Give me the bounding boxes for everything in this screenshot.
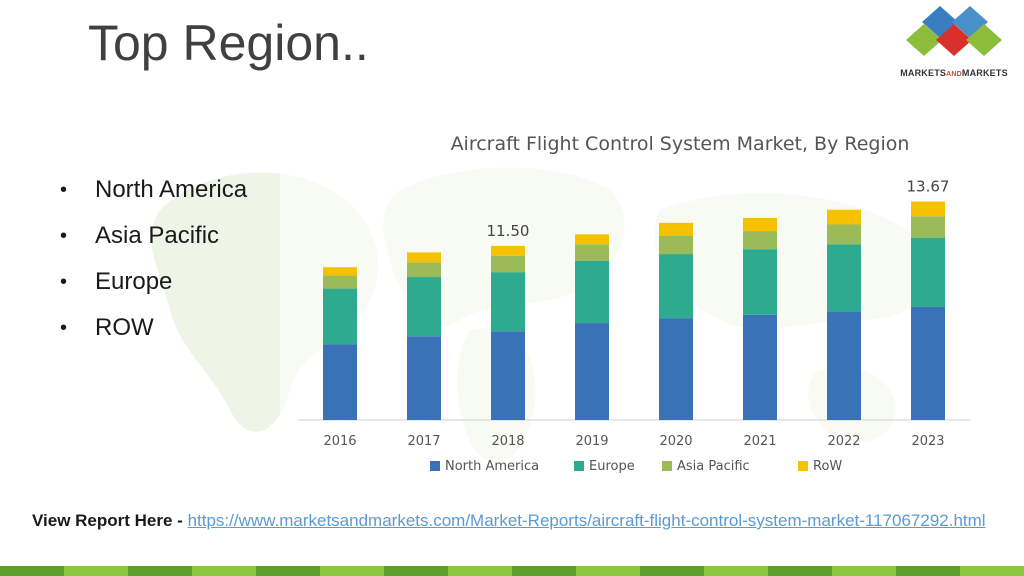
stripe-segment bbox=[320, 566, 384, 576]
bar-segment bbox=[743, 314, 777, 420]
bullet-dot-icon: • bbox=[60, 225, 68, 247]
stripe-segment bbox=[576, 566, 640, 576]
bar-segment bbox=[827, 311, 861, 420]
bar-segment bbox=[407, 262, 441, 278]
x-tick-label: 2018 bbox=[491, 434, 524, 449]
data-label: 11.50 bbox=[487, 222, 530, 240]
bar-segment bbox=[911, 201, 945, 217]
bar-segment bbox=[407, 277, 441, 337]
legend-label: RoW bbox=[813, 459, 842, 474]
logo-diamonds-icon bbox=[906, 6, 1002, 56]
stripe-segment bbox=[512, 566, 576, 576]
bullet-dot-icon: • bbox=[60, 271, 68, 293]
bullet-item: • Europe bbox=[60, 262, 247, 308]
bar-segment bbox=[407, 252, 441, 263]
bar-segment bbox=[575, 260, 609, 324]
bar-segment bbox=[491, 272, 525, 332]
legend-swatch bbox=[798, 461, 808, 471]
bar-segment bbox=[491, 245, 525, 256]
x-tick-label: 2022 bbox=[827, 434, 860, 449]
bar-segment bbox=[743, 231, 777, 250]
bar-segment bbox=[323, 275, 357, 289]
legend-swatch bbox=[430, 461, 440, 471]
bar-segment bbox=[827, 224, 861, 245]
x-tick-label: 2016 bbox=[323, 434, 356, 449]
stripe-segment bbox=[64, 566, 128, 576]
stripe-segment bbox=[896, 566, 960, 576]
footer-lead-text: View Report Here - bbox=[32, 511, 188, 530]
bar-segment bbox=[743, 217, 777, 232]
bar-segment bbox=[911, 216, 945, 238]
bar-segment bbox=[323, 344, 357, 420]
bar-segment bbox=[659, 318, 693, 420]
stripe-segment bbox=[960, 566, 1024, 576]
legend-swatch bbox=[574, 461, 584, 471]
bar-segment bbox=[323, 288, 357, 345]
bar-segment bbox=[911, 237, 945, 307]
region-bullet-list: • North America • Asia Pacific • Europe • RO… bbox=[60, 170, 247, 354]
stripe-segment bbox=[768, 566, 832, 576]
bullet-item: • ROW bbox=[60, 308, 247, 354]
stripe-segment bbox=[128, 566, 192, 576]
bar-segment bbox=[491, 331, 525, 420]
stripe-segment bbox=[0, 566, 64, 576]
bar-segment bbox=[659, 254, 693, 319]
bullet-dot-icon: • bbox=[60, 317, 68, 339]
legend-swatch bbox=[662, 461, 672, 471]
data-label: 13.67 bbox=[907, 178, 950, 196]
stripe-segment bbox=[192, 566, 256, 576]
bottom-stripe bbox=[0, 566, 1024, 576]
legend-label: North America bbox=[445, 459, 539, 474]
bar-segment bbox=[659, 236, 693, 255]
bar-segment bbox=[743, 249, 777, 315]
stripe-segment bbox=[448, 566, 512, 576]
stripe-segment bbox=[384, 566, 448, 576]
legend-label: Asia Pacific bbox=[677, 459, 750, 474]
bar-segment bbox=[827, 244, 861, 312]
bullet-dot-icon: • bbox=[60, 179, 68, 201]
bar-segment bbox=[827, 209, 861, 225]
bar-segment bbox=[491, 255, 525, 273]
bar-segment bbox=[659, 222, 693, 236]
x-tick-label: 2023 bbox=[911, 434, 944, 449]
stripe-segment bbox=[256, 566, 320, 576]
marketsandmarkets-logo: MARKETSANDMARKETS bbox=[884, 4, 1024, 88]
x-tick-label: 2021 bbox=[743, 434, 776, 449]
stripe-segment bbox=[640, 566, 704, 576]
legend-label: Europe bbox=[589, 459, 635, 474]
bar-segment bbox=[323, 267, 357, 276]
bullet-item: • North America bbox=[60, 170, 247, 216]
bar-segment bbox=[575, 244, 609, 261]
bar-segment bbox=[911, 306, 945, 420]
footer-report-link: View Report Here - https://www.marketsan… bbox=[32, 510, 1012, 532]
logo-wordmark: MARKETSANDMARKETS bbox=[900, 68, 1008, 78]
market-chart: Aircraft Flight Control System Market, B… bbox=[280, 120, 980, 490]
x-tick-label: 2017 bbox=[407, 434, 440, 449]
chart-title: Aircraft Flight Control System Market, B… bbox=[451, 133, 910, 155]
stripe-segment bbox=[832, 566, 896, 576]
report-link[interactable]: https://www.marketsandmarkets.com/Market… bbox=[187, 511, 986, 530]
slide-title: Top Region.. bbox=[88, 15, 369, 71]
bar-segment bbox=[575, 234, 609, 245]
x-tick-label: 2020 bbox=[659, 434, 692, 449]
stripe-segment bbox=[704, 566, 768, 576]
bar-segment bbox=[575, 323, 609, 420]
bullet-item: • Asia Pacific bbox=[60, 216, 247, 262]
chart-svg: Aircraft Flight Control System Market, B… bbox=[298, 133, 970, 474]
bar-segment bbox=[407, 336, 441, 420]
x-tick-label: 2019 bbox=[575, 434, 608, 449]
